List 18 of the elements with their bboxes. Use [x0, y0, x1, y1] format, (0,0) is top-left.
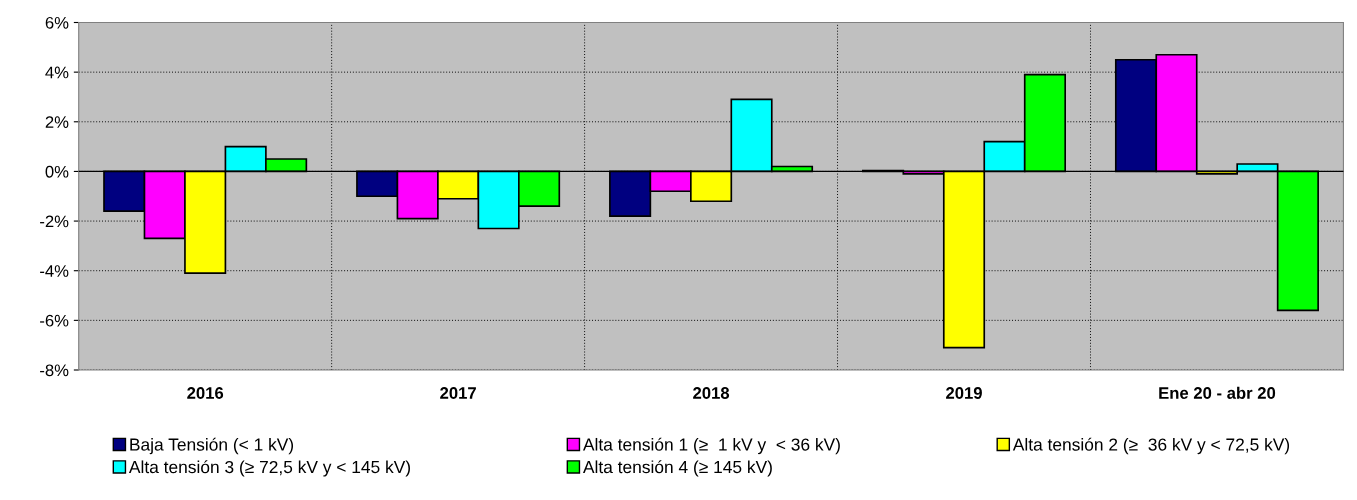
y-tick-label: 4%: [45, 66, 69, 79]
legend-label: Alta tensión 1 (≥ 1 kV y < 36 kV): [582, 437, 840, 455]
legend-label: Baja Tensión (< 1 kV): [130, 437, 294, 455]
x-tick-label: 2018: [693, 387, 730, 399]
legend-label: Alta tensión 2 (≥ 36 kV y < 72,5 kV): [1012, 437, 1290, 455]
y-tick-label: 0%: [45, 165, 69, 178]
y-tick-label: 2%: [45, 116, 69, 128]
legend-label: Alta tensión 3 (≥ 72,5 kV y < 145 kV): [128, 460, 410, 477]
x-tick-label: 2017: [440, 387, 476, 399]
y-tick-label: -8%: [40, 364, 69, 377]
y-tick-label: -6%: [40, 314, 69, 327]
x-tick-label: Ene 20 - abr 20: [1159, 386, 1276, 399]
x-tick-label: 2016: [187, 387, 224, 399]
legend-label: Alta tensión 4 (≥ 145 kV): [582, 460, 772, 477]
y-tick-label: -2%: [40, 215, 69, 228]
x-tick-label: 2019: [946, 387, 982, 399]
y-tick-label: -4%: [40, 265, 69, 277]
y-tick-label: 6%: [45, 16, 69, 29]
